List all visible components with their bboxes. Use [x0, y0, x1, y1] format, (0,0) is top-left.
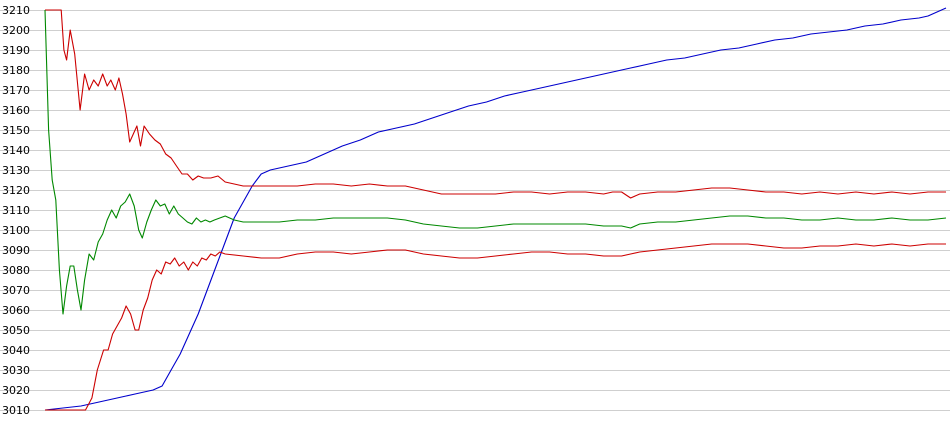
y-tick-label: 3070: [2, 284, 30, 297]
y-tick-label: 3090: [2, 244, 30, 257]
y-tick-label: 3100: [2, 224, 30, 237]
y-tick-label: 3190: [2, 44, 30, 57]
series-line-1: [44, 7, 947, 411]
y-tick-label: 3030: [2, 364, 30, 377]
y-tick-label: 3040: [2, 344, 30, 357]
y-tick-label: 3170: [2, 84, 30, 97]
series-line-3: [44, 9, 947, 315]
y-tick-label: 3200: [2, 24, 30, 37]
y-tick-label: 3050: [2, 324, 30, 337]
y-tick-label: 3110: [2, 204, 30, 217]
y-tick-label: 3160: [2, 104, 30, 117]
y-axis-tick-labels: 3010 3020 3030 3040 3050 3060 3070 3080 3090 3100…: [2, 4, 30, 417]
series-line-2: [45, 9, 946, 199]
y-tick-label: 3120: [2, 184, 30, 197]
y-tick-label: 3010: [2, 404, 30, 417]
y-tick-label: 3130: [2, 164, 30, 177]
y-tick-label: 3150: [2, 124, 30, 137]
gridlines: [0, 10, 950, 411]
y-tick-label: 3180: [2, 64, 30, 77]
y-tick-label: 3080: [2, 264, 30, 277]
y-tick-label: 3140: [2, 144, 30, 157]
y-tick-label: 3020: [2, 384, 30, 397]
y-tick-label: 3060: [2, 304, 30, 317]
y-tick-label: 3210: [2, 4, 30, 17]
series-lines: [44, 7, 947, 411]
series-line-4: [45, 243, 946, 411]
